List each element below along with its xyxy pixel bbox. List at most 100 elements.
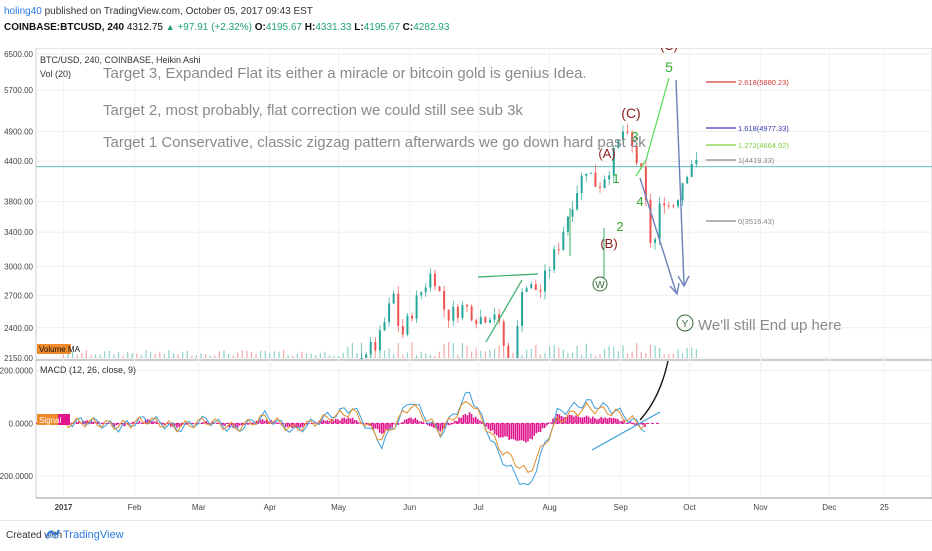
volume-bar — [668, 353, 670, 358]
macd-histogram-bar — [370, 423, 373, 427]
candle-body — [562, 231, 565, 250]
volume-bar — [292, 355, 294, 358]
close-label: C: — [402, 22, 414, 33]
chart-canvas[interactable]: 6500.00 5700.00 4900.00 4400.00 3800.00 3400.… — [0, 48, 932, 518]
volume-bar — [553, 344, 555, 358]
macd-histogram-bar — [575, 415, 577, 424]
macd-histogram-bar — [562, 417, 565, 424]
volume-bar — [585, 343, 587, 358]
macd-histogram-bar — [566, 414, 569, 424]
macd-histogram-bar — [612, 418, 615, 424]
volume-bar — [594, 355, 597, 358]
candle-body — [415, 295, 418, 319]
projection-line-5 — [635, 77, 670, 177]
time-axis[interactable]: 2017 Feb Mar Apr May Jun Jul Aug Sep Oct Nov Dec 25 — [55, 503, 890, 512]
macd-histogram-bar — [491, 423, 494, 431]
volume-bar — [246, 350, 248, 358]
macd-histogram-bar — [96, 421, 99, 424]
wave-label: 4 — [636, 194, 643, 209]
volume-bar — [127, 352, 129, 358]
volume-bar — [104, 351, 106, 358]
macd-histogram-bar — [606, 418, 609, 424]
macd-histogram-bar — [155, 421, 157, 424]
macd-histogram-bar — [403, 419, 406, 424]
volume-bar — [659, 347, 661, 358]
volume-bar — [333, 355, 335, 358]
macd-histogram-bar — [577, 416, 579, 424]
macd-histogram-bar — [249, 423, 251, 425]
volume-bar — [448, 342, 450, 358]
time-tick-label: Sep — [614, 503, 629, 512]
author-link[interactable]: holing40 — [4, 6, 42, 17]
volume-bar — [622, 345, 624, 358]
macd-histogram-bar — [366, 423, 368, 424]
macd-histogram-bar — [414, 417, 416, 424]
macd-histogram-bar — [546, 423, 548, 426]
price-axis[interactable]: 6500.00 5700.00 4900.00 4400.00 3800.00 3400.… — [0, 50, 34, 481]
candle-body — [493, 314, 496, 320]
volume-bar — [457, 355, 459, 358]
macd-histogram-bar — [531, 423, 533, 440]
macd-histogram-bar — [345, 418, 348, 424]
price-trendline-upper — [477, 273, 539, 278]
hist-tag — [58, 414, 70, 425]
macd-histogram-bar — [100, 423, 103, 424]
tradingview-brand-link[interactable]: TradingView — [63, 529, 124, 541]
macd-histogram-bar — [278, 422, 281, 424]
macd-histogram-bar — [412, 419, 414, 424]
volume-bar — [250, 351, 253, 358]
macd-histogram-bar — [351, 417, 354, 424]
macd-histogram-bar — [393, 423, 396, 425]
price-tick-label: 2400.00 — [4, 324, 33, 333]
macd-histogram-bar — [253, 422, 256, 424]
macd-histogram-bar — [132, 421, 134, 424]
macd-histogram-bar — [581, 417, 584, 424]
macd-histogram-bar — [228, 423, 231, 428]
volume-bar — [360, 342, 363, 358]
volume-bar — [567, 352, 569, 358]
macd-histogram-bar — [621, 420, 623, 424]
candle-body — [617, 139, 620, 148]
macd-histogram-bar — [383, 423, 385, 434]
volume-bar — [558, 347, 560, 358]
last-price: 4312.75 — [126, 22, 163, 33]
macd-histogram-bar — [529, 423, 531, 439]
chart-header: holing40 published on TradingView.com, O… — [0, 0, 932, 36]
macd-histogram-bar — [282, 423, 285, 425]
fib-label: 1.272(4664.92) — [738, 141, 789, 150]
candle-body — [566, 216, 569, 232]
volume-bar — [604, 349, 606, 358]
candle-body — [443, 290, 446, 310]
macd-histogram-bar — [508, 423, 510, 441]
price-trendline-lower — [485, 279, 523, 343]
macd-histogram-bar — [299, 423, 302, 428]
volume-bar — [576, 345, 578, 358]
time-tick-label: Feb — [128, 503, 142, 512]
macd-histogram-bar — [506, 423, 508, 437]
volume-bar — [415, 355, 418, 358]
macd-histogram-bar — [138, 420, 141, 424]
volume-bar — [351, 342, 353, 358]
macd-histogram-bar — [153, 421, 155, 424]
macd-histogram-bar — [493, 423, 496, 435]
macd-histogram-bar — [163, 423, 166, 426]
macd-histogram-bar — [456, 420, 458, 424]
price-tick-label: 4900.00 — [4, 128, 33, 137]
time-tick-label: Oct — [683, 503, 696, 512]
candle-body — [585, 173, 588, 176]
volume-label: Vol (20) — [40, 69, 71, 79]
macd-histogram-bar — [537, 423, 540, 433]
macd-histogram-bar — [130, 423, 132, 424]
candle-body — [360, 358, 363, 359]
candle-body — [484, 317, 487, 323]
candle-body — [433, 273, 436, 287]
macd-histogram-bar — [69, 422, 72, 424]
macd-histogram-bar — [240, 423, 243, 426]
volume-bar — [503, 352, 505, 358]
macd-histogram-bar — [533, 423, 536, 436]
macd-histogram-bar — [429, 423, 431, 427]
macd-histogram-bar — [213, 423, 216, 424]
macd-histogram-bar — [180, 423, 182, 427]
macd-histogram-bar — [420, 421, 423, 424]
macd-histogram-bar — [535, 423, 538, 434]
